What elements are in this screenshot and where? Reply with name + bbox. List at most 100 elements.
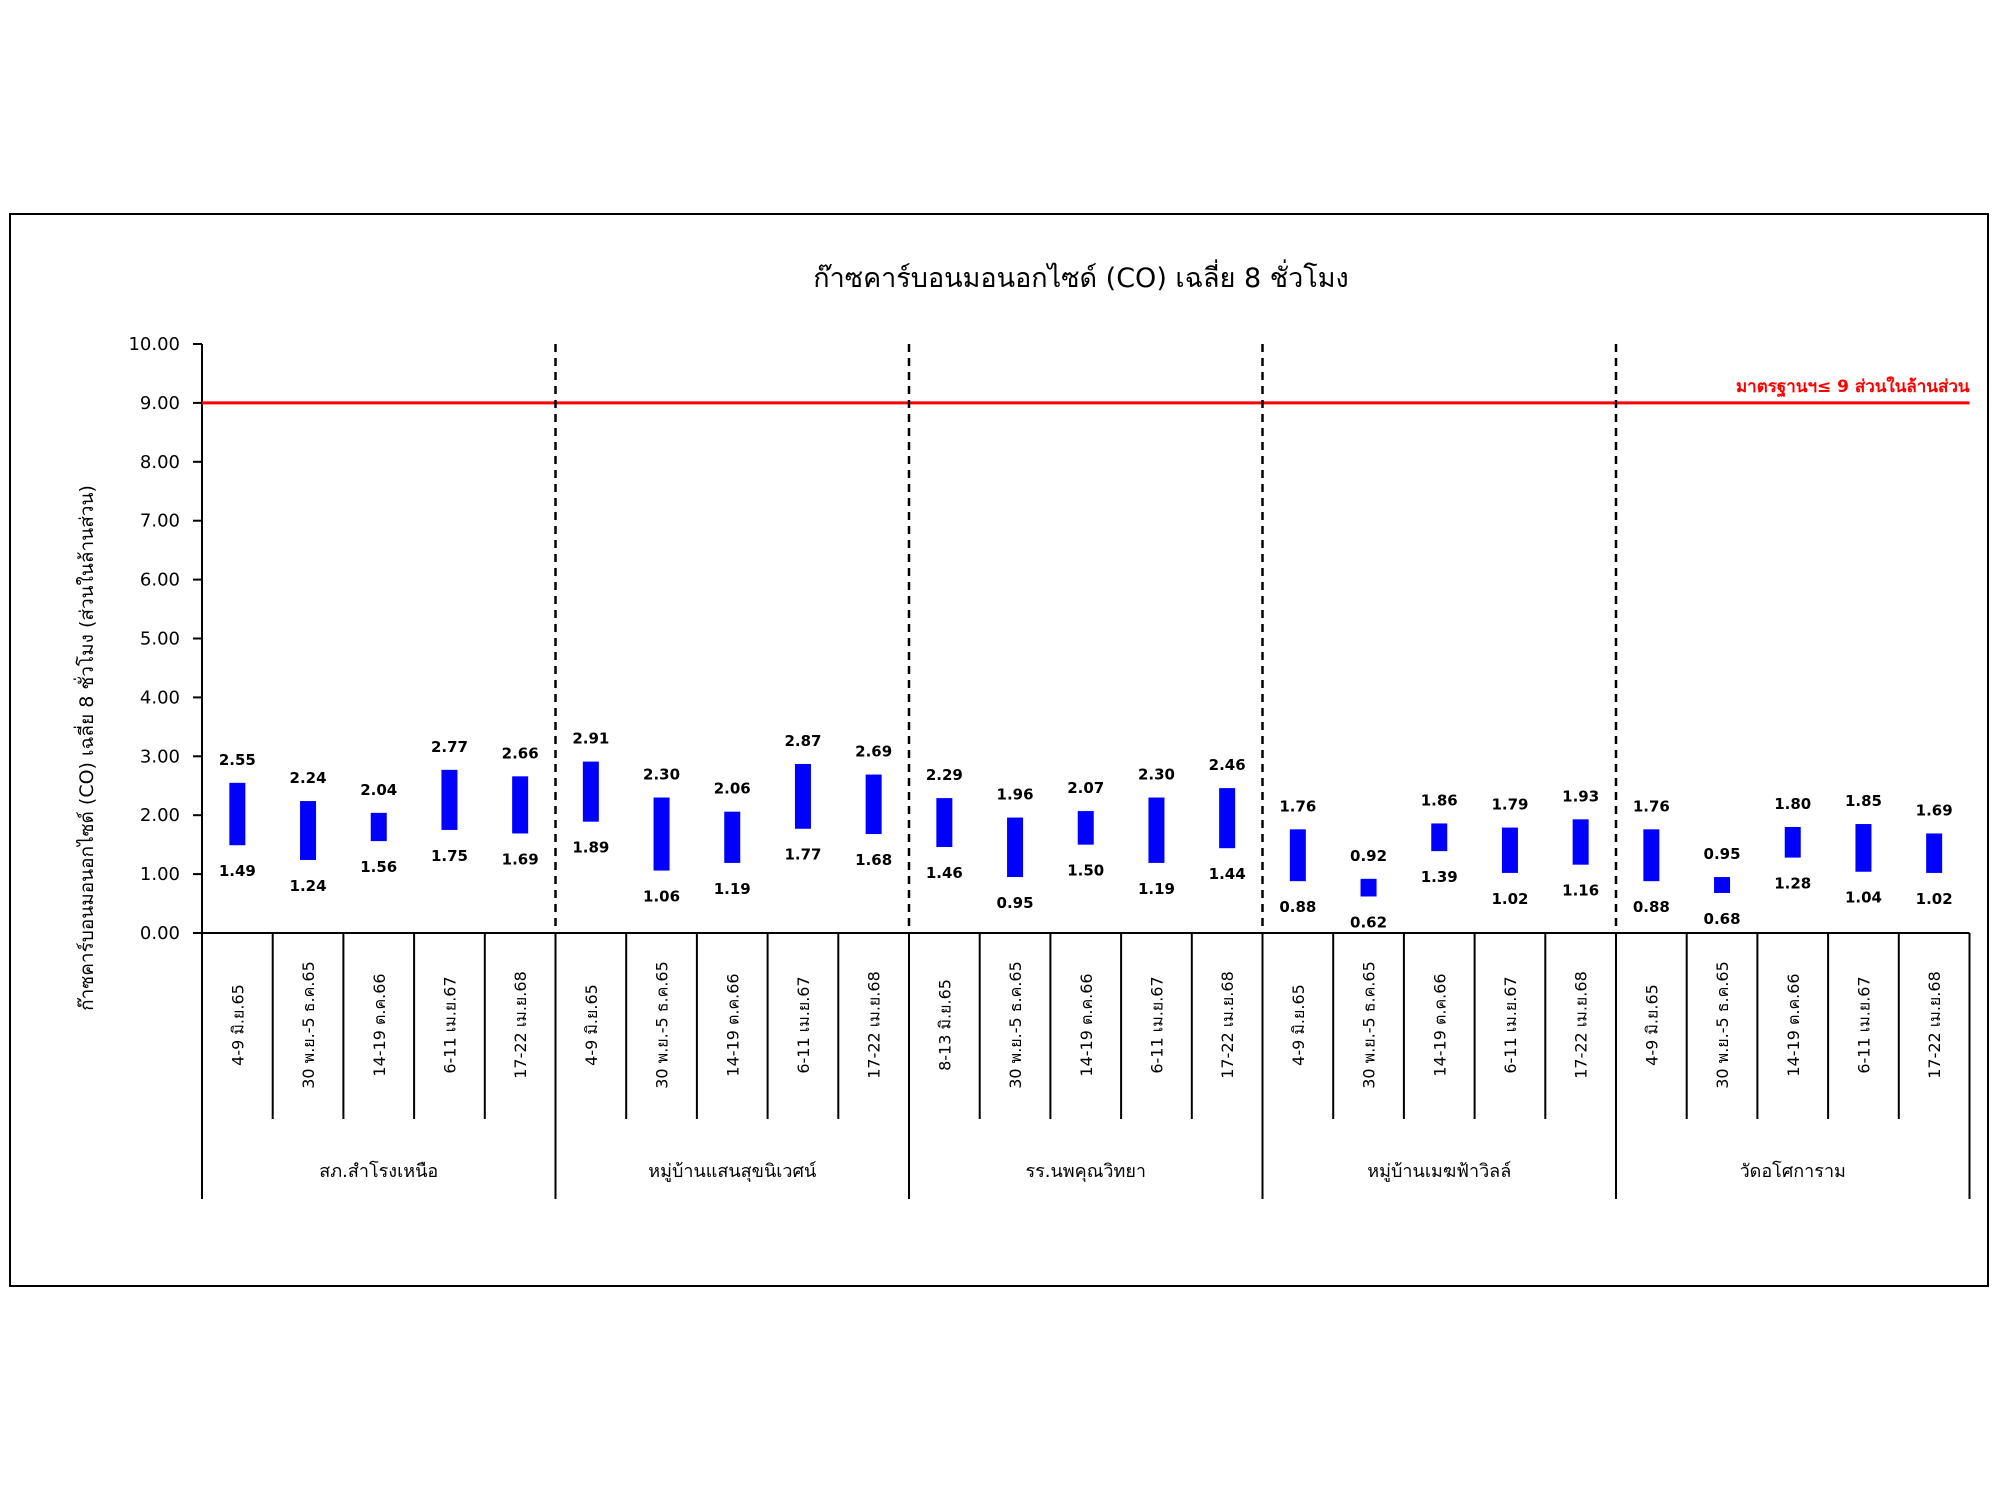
max-label: 2.06 — [714, 780, 751, 798]
min-label: 1.06 — [643, 888, 680, 906]
range-bar — [370, 812, 387, 842]
y-tick-label: 5.00 — [140, 629, 180, 650]
max-label: 2.04 — [360, 781, 397, 799]
y-tick-label: 6.00 — [140, 570, 180, 591]
range-bar — [229, 782, 246, 846]
period-label: 17-22 เม.ย.68 — [1925, 971, 1944, 1079]
period-label: 6-11 เม.ย.67 — [1854, 976, 1873, 1073]
group-label: สภ.สำโรงเหนือ — [319, 1160, 438, 1182]
max-label: 1.96 — [997, 786, 1034, 804]
period-label: 14-19 ต.ค.66 — [1430, 973, 1449, 1076]
y-axis-label: ก๊าซคาร์บอนมอนอกไซด์ (CO) เฉลี่ย 8 ชั่วโ… — [73, 485, 98, 1011]
range-bar — [1501, 827, 1518, 873]
period-label: 4-9 มิ.ย.65 — [1642, 984, 1661, 1066]
min-label: 1.19 — [1138, 880, 1175, 898]
standard-label: มาตรฐานฯ≤ 9 ส่วนในล้านส่วน — [1736, 376, 1970, 398]
max-label: 1.76 — [1279, 797, 1316, 815]
range-bar — [1360, 878, 1377, 897]
range-bar — [794, 763, 811, 829]
period-label: 14-19 ต.ค.66 — [1077, 973, 1096, 1076]
y-tick-label: 10.00 — [128, 334, 180, 355]
min-label: 1.04 — [1845, 889, 1882, 907]
period-label: 14-19 ต.ค.66 — [370, 973, 389, 1076]
period-label: 30 พ.ย.-5 ธ.ค.65 — [1713, 961, 1732, 1089]
min-label: 0.62 — [1350, 913, 1387, 931]
max-label: 2.66 — [502, 744, 539, 762]
period-label: 4-9 มิ.ย.65 — [582, 984, 601, 1066]
min-label: 1.77 — [784, 846, 821, 864]
y-tick-label: 4.00 — [140, 687, 180, 708]
min-label: 1.44 — [1209, 865, 1246, 883]
period-label: 17-22 เม.ย.68 — [1572, 971, 1591, 1079]
min-label: 1.50 — [1067, 862, 1104, 880]
max-label: 2.87 — [784, 732, 821, 750]
chart-svg: ก๊าซคาร์บอนมอนอกไซด์ (CO) เฉลี่ย 8 ชั่วโ… — [73, 259, 1971, 1199]
max-label: 2.46 — [1209, 756, 1246, 774]
y-tick-label: 2.00 — [140, 805, 180, 826]
range-bar — [1289, 829, 1306, 882]
period-label: 17-22 เม.ย.68 — [511, 971, 530, 1079]
period-label: 30 พ.ย.-5 ธ.ค.65 — [1360, 961, 1379, 1089]
range-bar — [1219, 788, 1236, 849]
period-label: 17-22 เม.ย.68 — [865, 971, 884, 1079]
chart-title: ก๊าซคาร์บอนมอนอกไซด์ (CO) เฉลี่ย 8 ชั่วโ… — [813, 259, 1348, 294]
max-label: 1.76 — [1633, 797, 1670, 815]
y-tick-label: 8.00 — [140, 452, 180, 473]
range-bar — [1714, 877, 1731, 893]
min-label: 1.02 — [1491, 890, 1528, 908]
range-bar — [1007, 817, 1024, 878]
min-label: 1.24 — [290, 877, 327, 895]
range-bar — [1572, 819, 1589, 865]
range-bar — [1926, 833, 1943, 873]
period-label: 30 พ.ย.-5 ธ.ค.65 — [653, 961, 672, 1089]
period-label: 6-11 เม.ย.67 — [794, 976, 813, 1073]
max-label: 1.93 — [1562, 787, 1599, 805]
range-bar — [865, 774, 882, 835]
range-bar — [936, 798, 953, 848]
min-label: 1.46 — [926, 864, 963, 882]
group-label: รร.นพคุณวิทยา — [1025, 1161, 1146, 1182]
plot-area: 0.00 1.00 2.00 3.00 4.00 5.00 6.00 7.00 8.00 9.00… — [128, 334, 1971, 1199]
period-label: 30 พ.ย.-5 ธ.ค.65 — [1006, 961, 1025, 1089]
min-label: 0.68 — [1704, 910, 1741, 928]
chart-frame: ก๊าซคาร์บอนมอนอกไซด์ (CO) เฉลี่ย 8 ชั่วโ… — [9, 213, 1989, 1287]
min-label: 1.89 — [572, 839, 609, 857]
period-label: 14-19 ต.ค.66 — [723, 973, 742, 1076]
period-label: 4-9 มิ.ย.65 — [228, 984, 247, 1066]
y-tick-label: 7.00 — [140, 511, 180, 532]
max-label: 2.55 — [219, 751, 256, 769]
min-label: 1.49 — [219, 862, 256, 880]
period-label: 30 พ.ย.-5 ธ.ค.65 — [299, 961, 318, 1089]
period-label: 14-19 ต.ค.66 — [1784, 973, 1803, 1076]
min-label: 1.02 — [1916, 890, 1953, 908]
range-bar — [512, 776, 529, 834]
max-label: 2.07 — [1067, 779, 1104, 797]
min-label: 1.28 — [1774, 875, 1811, 893]
range-bar — [653, 797, 670, 871]
max-label: 1.79 — [1491, 796, 1528, 814]
group-label: หมู่บ้านแสนสุขนิเวศน์ — [648, 1161, 816, 1182]
max-label: 2.24 — [290, 769, 327, 787]
period-label: 6-11 เม.ย.67 — [440, 976, 459, 1073]
max-label: 0.95 — [1704, 845, 1741, 863]
max-label: 1.86 — [1421, 791, 1458, 809]
y-tick-label: 3.00 — [140, 746, 180, 767]
period-label: 6-11 เม.ย.67 — [1147, 976, 1166, 1073]
max-label: 2.30 — [643, 766, 680, 784]
period-label: 6-11 เม.ย.67 — [1501, 976, 1520, 1073]
max-label: 2.29 — [926, 766, 963, 784]
min-label: 0.88 — [1279, 898, 1316, 916]
range-bar — [1148, 797, 1165, 863]
min-label: 1.16 — [1562, 882, 1599, 900]
max-label: 1.80 — [1774, 795, 1811, 813]
max-label: 0.92 — [1350, 847, 1387, 865]
y-tick-label: 1.00 — [140, 864, 180, 885]
max-label: 2.69 — [855, 743, 892, 761]
period-label: 4-9 มิ.ย.65 — [1289, 984, 1308, 1066]
min-label: 1.69 — [502, 850, 539, 868]
range-bar — [1431, 823, 1448, 852]
range-bar — [1784, 826, 1801, 858]
range-bar — [724, 811, 741, 863]
y-tick-label: 0.00 — [140, 923, 180, 944]
min-label: 0.95 — [997, 894, 1034, 912]
